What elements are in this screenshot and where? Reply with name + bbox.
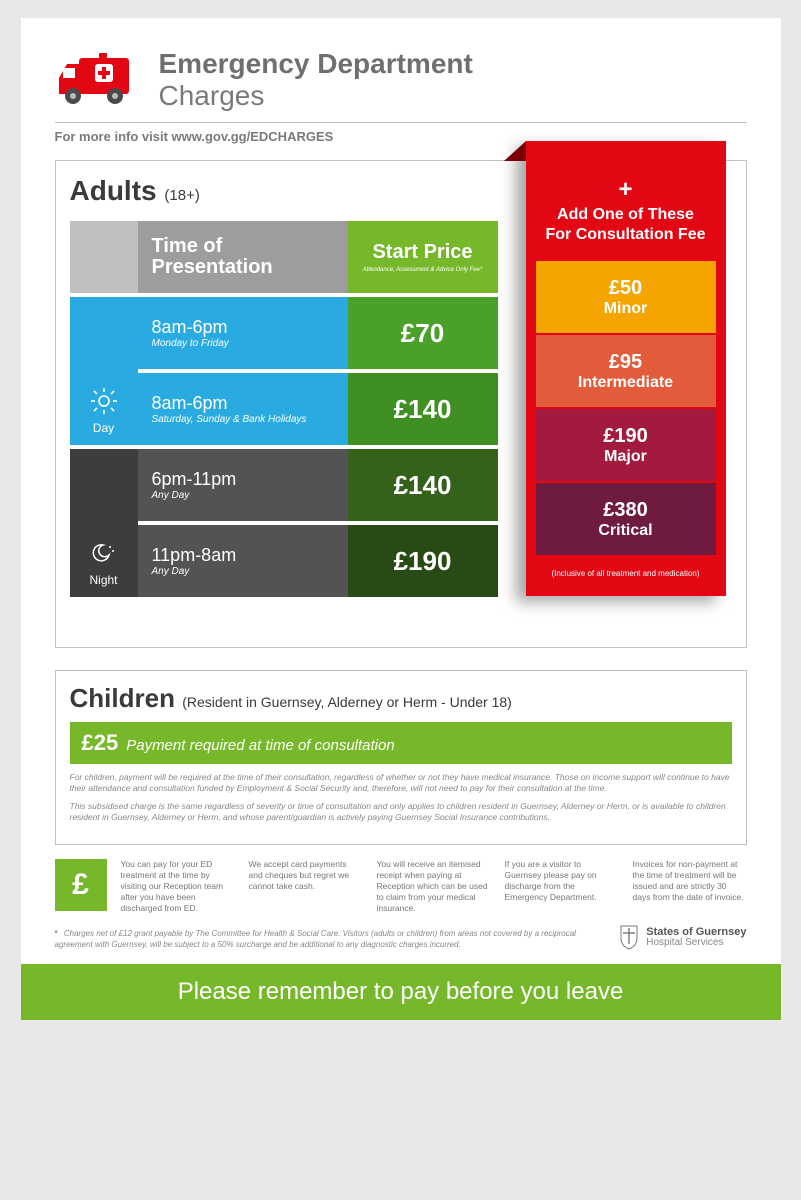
time-row-3: 11pm-8am Any Day: [138, 525, 348, 597]
time-main: 8am-6pm: [152, 317, 334, 338]
consult-footer: (Inclusive of all treatment and medicati…: [536, 569, 716, 578]
period-day: Day: [70, 297, 138, 445]
time-row-0: 8am-6pm Monday to Friday: [138, 297, 348, 369]
col-time: Time of Presentation 8am-6pm Monday to F…: [138, 221, 348, 597]
adults-title-text: Adults: [70, 175, 157, 206]
time-sub: Any Day: [152, 566, 334, 577]
consult-column: + Add One of These For Consultation Fee …: [526, 141, 726, 596]
price-row-1: £140: [348, 373, 498, 445]
children-title-sub: (Resident in Guernsey, Alderney or Herm …: [182, 694, 512, 710]
footnote-asterisk: *: [55, 929, 58, 938]
ambulance-icon: [55, 52, 141, 108]
title-block: Emergency Department Charges: [159, 48, 473, 112]
children-title: Children (Resident in Guernsey, Alderney…: [70, 683, 732, 714]
sun-icon: [90, 387, 118, 415]
footnote-row: * Charges net of £12 grant payable by Th…: [55, 924, 747, 950]
payment-col-1: We accept card payments and cheques but …: [249, 859, 363, 892]
period-night-label: Night: [89, 573, 117, 587]
pay-banner: Please remember to pay before you leave: [21, 964, 781, 1020]
consult-plus: +: [546, 175, 706, 205]
children-panel: Children (Resident in Guernsey, Alderney…: [55, 670, 747, 845]
payment-col-3: If you are a visitor to Guernsey please …: [505, 859, 619, 903]
price-header-sub: Attendance, Assessment & Advice Only Fee…: [363, 267, 483, 273]
adults-panel: Adults (18+): [55, 160, 747, 648]
time-main: 6pm-11pm: [152, 469, 334, 490]
children-note-1: This subsidised charge is the same regar…: [70, 801, 732, 824]
period-day-label: Day: [93, 421, 114, 435]
price-header-text: Start Price: [372, 242, 472, 263]
price-row-0: £70: [348, 297, 498, 369]
time-sub: Monday to Friday: [152, 338, 334, 349]
period-night: Night: [70, 449, 138, 597]
org-line1: States of Guernsey: [646, 927, 746, 938]
price-row-3: £190: [348, 525, 498, 597]
fee-level: Intermediate: [578, 374, 673, 392]
consult-header: + Add One of These For Consultation Fee: [536, 141, 716, 259]
org-text: States of Guernsey Hospital Services: [646, 927, 746, 948]
time-main: 11pm-8am: [152, 545, 334, 566]
fee-critical: £380 Critical: [536, 483, 716, 555]
col-price: Start Price Attendance, Assessment & Adv…: [348, 221, 498, 597]
moon-icon: [91, 541, 117, 567]
time-sub: Any Day: [152, 490, 334, 501]
children-title-text: Children: [70, 683, 175, 713]
fee-level: Critical: [598, 522, 652, 540]
fee-amount: £190: [603, 425, 648, 448]
footnote-text: Charges net of £12 grant payable by The …: [55, 929, 576, 948]
divider: [55, 122, 747, 123]
children-note-0: For children, payment will be required a…: [70, 772, 732, 795]
payment-col-4: Invoices for non-payment at the time of …: [633, 859, 747, 903]
fee-level: Major: [604, 448, 647, 466]
header: Emergency Department Charges: [55, 48, 747, 112]
period-header-blank: [70, 221, 138, 293]
fee-amount: £380: [603, 499, 648, 522]
time-main: 8am-6pm: [152, 393, 334, 414]
adults-title-sub: (18+): [164, 187, 199, 204]
title-line2: Charges: [159, 80, 473, 112]
children-bar: £25 Payment required at time of consulta…: [70, 722, 732, 764]
fee-intermediate: £95 Intermediate: [536, 335, 716, 407]
crest-icon: [618, 924, 640, 950]
footnote: * Charges net of £12 grant payable by Th…: [55, 929, 599, 950]
fee-minor: £50 Minor: [536, 261, 716, 333]
title-line1: Emergency Department: [159, 48, 473, 80]
payment-symbol: £: [55, 859, 107, 911]
org-line2: Hospital Services: [646, 938, 746, 948]
consult-fold: [504, 141, 526, 161]
payment-col-0: You can pay for your ED treatment at the…: [121, 859, 235, 914]
time-row-1: 8am-6pm Saturday, Sunday & Bank Holidays: [138, 373, 348, 445]
time-sub: Saturday, Sunday & Bank Holidays: [152, 414, 334, 425]
children-amount: £25: [82, 730, 119, 756]
consult-header-text: Add One of These For Consultation Fee: [546, 206, 706, 243]
children-notes: For children, payment will be required a…: [70, 772, 732, 824]
fee-level: Minor: [604, 300, 648, 318]
price-row-2: £140: [348, 449, 498, 521]
org-logo: States of Guernsey Hospital Services: [618, 924, 746, 950]
fee-amount: £50: [609, 277, 642, 300]
payment-col-2: You will receive an itemised receipt whe…: [377, 859, 491, 914]
time-header: Time of Presentation: [138, 221, 348, 293]
price-header: Start Price Attendance, Assessment & Adv…: [348, 221, 498, 293]
page: Emergency Department Charges For more in…: [21, 18, 781, 1020]
col-period: Day Night: [70, 221, 138, 597]
fee-amount: £95: [609, 351, 642, 374]
children-bar-text: Payment required at time of consultation: [126, 737, 394, 754]
time-header-text: Time of Presentation: [152, 236, 334, 278]
payment-row: £ You can pay for your ED treatment at t…: [55, 859, 747, 914]
time-row-2: 6pm-11pm Any Day: [138, 449, 348, 521]
fee-major: £190 Major: [536, 409, 716, 481]
